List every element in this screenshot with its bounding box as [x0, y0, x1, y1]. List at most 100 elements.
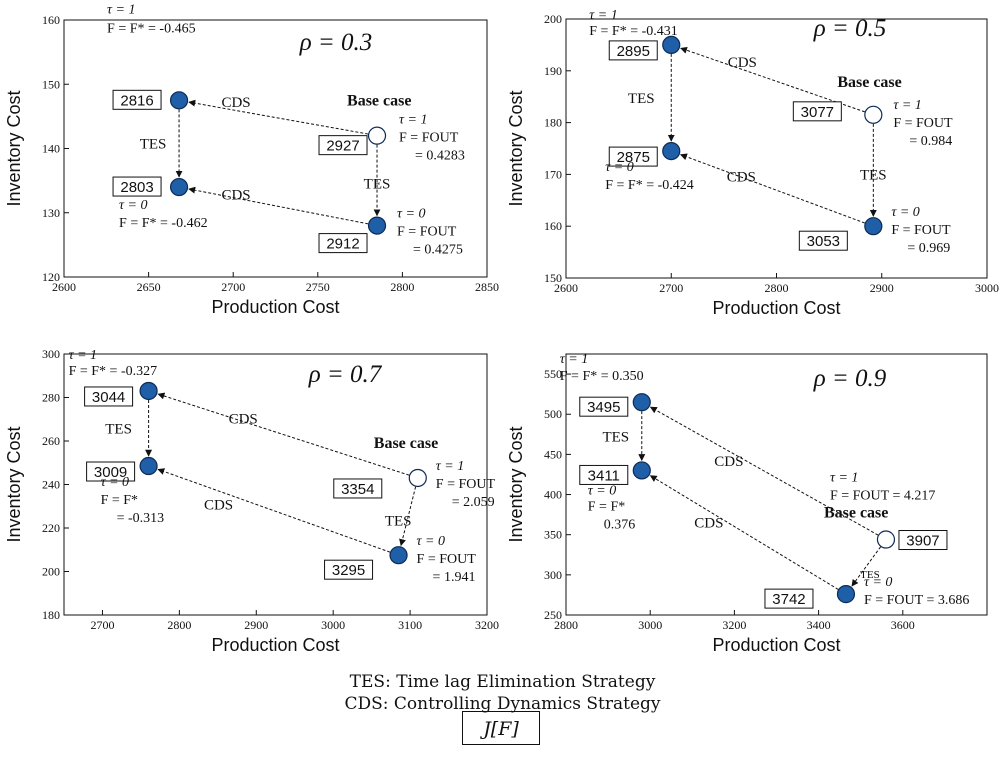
y-tick-label: 280: [42, 391, 60, 405]
value-box: [792, 101, 842, 122]
tau-label: τ = 0: [605, 160, 633, 175]
value-box: [764, 588, 814, 609]
chart-panel-3: 2700 2800 2900 3000 3100 3200 180 200 220 240 260 2…: [4, 347, 499, 655]
f-value-label: = 0.969: [907, 241, 950, 256]
value-box-label: 2803: [120, 179, 153, 196]
arrow-cds: [157, 468, 391, 553]
arrow-label-tes: TES: [602, 429, 629, 445]
arrow-label-tes: TES: [105, 421, 132, 437]
arrow-label-tes: TES: [860, 168, 887, 184]
x-tick-label: 2900: [244, 618, 268, 632]
f-value-label: F = F* = 0.350: [560, 369, 644, 384]
f-value-label: = -0.313: [117, 511, 165, 526]
x-tick-label: 2650: [137, 280, 161, 294]
y-tick-label: 450: [544, 447, 562, 461]
arrow-label-cds: CDS: [221, 187, 250, 203]
y-axis-label: Inventory Cost: [4, 426, 24, 542]
value-box: [798, 230, 848, 251]
f-value-label: F = FOUT = 3.686: [864, 593, 969, 608]
x-tick-label: 3600: [891, 618, 915, 632]
value-box: [318, 135, 368, 156]
value-box: [333, 478, 383, 499]
tau-label: τ = 1: [69, 348, 97, 363]
value-box-label: 2912: [326, 236, 359, 253]
f-value-label: F = F* = -0.462: [119, 216, 208, 231]
tau-label: τ = 0: [417, 534, 445, 549]
f-value-label: F = F*: [101, 493, 138, 508]
arrow-cds: [649, 475, 839, 590]
value-box-label: 3077: [801, 104, 834, 121]
arrow-label-cds: CDS: [727, 170, 756, 186]
arrow-label-tes: TES: [860, 569, 880, 581]
x-tick-label: 2750: [306, 280, 330, 294]
value-box: [898, 530, 948, 551]
arrow-label-tes: TES: [364, 177, 391, 193]
chart-panel-1: 2600 2650 2700 2750 2800 2850 120 130 140 150 160 P…: [4, 2, 499, 317]
panel-title: ρ = 0.7: [308, 361, 383, 388]
f-value-label: = 0.4283: [415, 149, 465, 164]
tau-label: τ = 0: [891, 205, 919, 220]
tau-label: τ = 0: [101, 475, 129, 490]
y-tick-label: 170: [544, 167, 562, 181]
strategy-point: [662, 141, 681, 161]
f-value-label: F = FOUT = 4.217: [830, 489, 935, 504]
y-tick-label: 180: [42, 608, 60, 622]
arrow-label-cds: CDS: [694, 515, 723, 531]
x-tick-label: 3000: [638, 618, 662, 632]
chart-panel-4: 2800 3000 3200 3400 3600 250 300 350 400 450 500 55…: [506, 352, 988, 655]
strategy-point: [139, 456, 158, 476]
x-tick-label: 3100: [398, 618, 422, 632]
objective-label: J[F]: [462, 711, 540, 745]
y-tick-label: 200: [544, 12, 562, 26]
arrow-label-tes: TES: [140, 137, 167, 153]
tau-label: τ = 0: [864, 575, 892, 590]
y-tick-label: 260: [42, 434, 60, 448]
arrow-label-cds: CDS: [714, 454, 743, 470]
strategy-point: [632, 393, 651, 412]
arrow-cds: [188, 186, 369, 225]
base-case-label: Base case: [824, 505, 888, 522]
strategy-point: [662, 35, 681, 55]
value-box: [112, 176, 162, 197]
x-tick-label: 3200: [475, 618, 499, 632]
x-tick-label: 2800: [167, 618, 191, 632]
value-box-label: 3354: [341, 481, 374, 498]
arrow-cds: [679, 153, 866, 224]
x-tick-label: 2600: [52, 280, 76, 294]
arrow-cds: [188, 99, 369, 135]
value-box-label: 3009: [94, 464, 127, 481]
f-value-label: F = FOUT: [399, 131, 459, 146]
value-box-label: 3742: [772, 591, 805, 608]
value-box-label: 3907: [906, 533, 939, 550]
x-tick-label: 2850: [475, 280, 499, 294]
f-value-label: F = F* = -0.327: [69, 364, 158, 379]
value-box: [84, 386, 134, 407]
value-box: [579, 396, 629, 417]
tau-label: τ = 1: [589, 8, 617, 23]
x-tick-label: 2600: [554, 281, 578, 295]
panel-title: ρ = 0.3: [299, 29, 373, 56]
value-box: [608, 40, 658, 61]
arrow-label-cds: CDS: [204, 498, 233, 514]
y-tick-label: 130: [42, 206, 60, 220]
x-tick-label: 2700: [659, 281, 683, 295]
strategy-point: [864, 217, 883, 236]
chart-panel-2: 2600 2700 2800 2900 3000 150 160 170 180 190 200 Pr…: [506, 8, 999, 318]
legend-cds: CDS: Controlling Dynamics Strategy: [344, 694, 661, 714]
f-value-label: = 0.4275: [413, 243, 463, 258]
value-box-label: 2895: [617, 43, 650, 60]
value-box: [318, 233, 368, 254]
arrow-cds: [157, 392, 410, 476]
arrow-label-cds: CDS: [221, 95, 250, 111]
value-box: [112, 89, 162, 110]
base-case-point: [367, 126, 387, 145]
f-value-label: F = FOUT: [891, 223, 951, 238]
y-tick-label: 500: [544, 407, 562, 421]
arrow-cds: [680, 46, 865, 113]
f-value-label: F = F* = -0.465: [107, 21, 196, 36]
x-tick-label: 2700: [221, 280, 245, 294]
strategy-point: [389, 546, 408, 565]
y-tick-label: 250: [544, 608, 562, 622]
value-box: [579, 464, 629, 485]
